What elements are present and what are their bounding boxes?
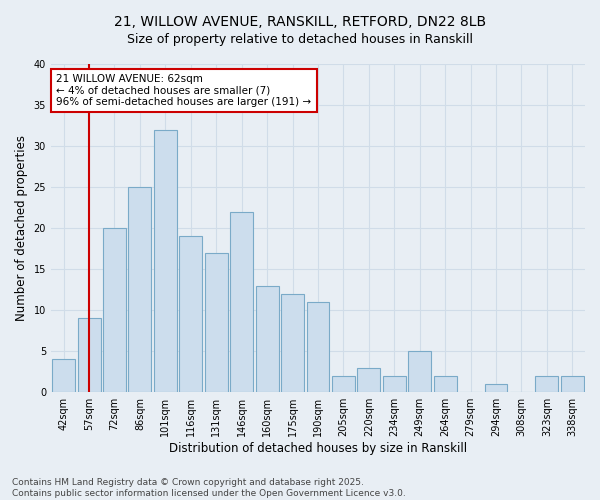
Text: Contains HM Land Registry data © Crown copyright and database right 2025.
Contai: Contains HM Land Registry data © Crown c… (12, 478, 406, 498)
Bar (383, 376, 406, 392)
Text: 21 WILLOW AVENUE: 62sqm
← 4% of detached houses are smaller (7)
96% of semi-deta: 21 WILLOW AVENUE: 62sqm ← 4% of detached… (56, 74, 311, 107)
Text: Size of property relative to detached houses in Ranskill: Size of property relative to detached ho… (127, 32, 473, 46)
Bar (128, 187, 151, 392)
Bar (154, 130, 177, 392)
Bar (256, 286, 278, 392)
Bar (535, 376, 558, 392)
Bar (332, 376, 355, 392)
Bar (561, 376, 584, 392)
Bar (358, 368, 380, 392)
Bar (485, 384, 508, 392)
X-axis label: Distribution of detached houses by size in Ranskill: Distribution of detached houses by size … (169, 442, 467, 455)
Y-axis label: Number of detached properties: Number of detached properties (15, 135, 28, 321)
Text: 21, WILLOW AVENUE, RANSKILL, RETFORD, DN22 8LB: 21, WILLOW AVENUE, RANSKILL, RETFORD, DN… (114, 15, 486, 29)
Bar (408, 351, 431, 392)
Bar (281, 294, 304, 392)
Bar (434, 376, 457, 392)
Bar (230, 212, 253, 392)
Bar (307, 302, 329, 392)
Bar (179, 236, 202, 392)
Bar (52, 360, 75, 392)
Bar (103, 228, 126, 392)
Bar (77, 318, 101, 392)
Bar (205, 252, 227, 392)
